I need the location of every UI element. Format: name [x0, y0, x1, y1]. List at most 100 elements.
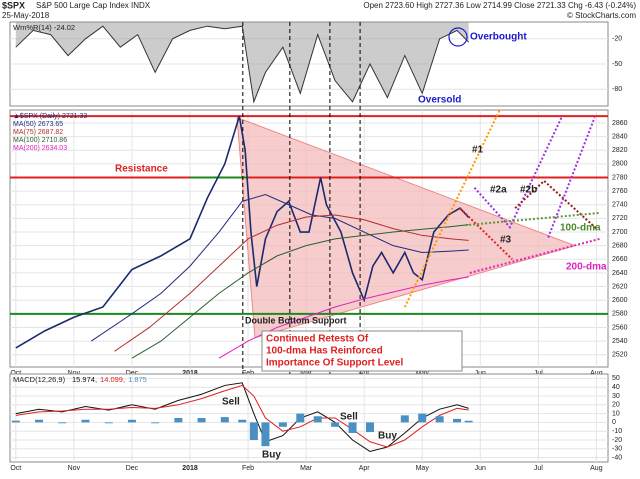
y-tick-label: 2640 — [612, 270, 628, 277]
y-tick-label: 2540 — [612, 338, 628, 345]
x-tick-label: May — [416, 465, 430, 472]
legend-entry: 1.875 — [128, 375, 147, 384]
y-tick-label: 2680 — [612, 243, 628, 250]
legend-entry: MA(200) 2634.03 — [13, 145, 67, 152]
scenario-label: #1 — [472, 145, 484, 156]
y-tick-label: -10 — [612, 428, 622, 435]
histogram-bar — [261, 422, 270, 447]
y-tick-label: 50 — [612, 375, 620, 382]
histogram-bar — [418, 413, 427, 423]
panel-title: MACD(12,26,9) — [13, 375, 66, 384]
panel-title: Wm%R(14) -24.02 — [13, 23, 75, 32]
x-tick-label: Jun — [475, 465, 486, 472]
projection — [465, 211, 600, 227]
y-tick-label: 20 — [612, 402, 620, 409]
histogram-bar — [296, 413, 305, 423]
histogram-bar — [331, 422, 340, 427]
x-tick-label: Nov — [68, 465, 81, 472]
histogram-bar — [11, 420, 20, 423]
histogram-bar — [348, 422, 357, 433]
y-tick-label: 2800 — [612, 161, 628, 168]
x-tick-label: Aug — [590, 370, 603, 377]
projection — [459, 207, 513, 261]
index-name: S&P 500 Large Cap Index INDX — [36, 1, 151, 10]
scenario-label: #3 — [500, 235, 512, 246]
y-tick-label: 2740 — [612, 202, 628, 209]
histogram-bar — [453, 418, 462, 423]
histogram-bar — [278, 422, 287, 427]
histogram-bar — [249, 422, 258, 440]
histogram-bar — [104, 422, 113, 424]
callout-box — [261, 330, 463, 372]
projection — [547, 117, 596, 238]
callout-line: 100-dma Has Reinforced — [266, 346, 383, 357]
signal-label: Buy — [262, 450, 281, 461]
y-tick-label: 2520 — [612, 352, 628, 359]
x-tick-label: Mar — [300, 465, 313, 472]
y-tick-label: 2560 — [612, 324, 628, 331]
x-tick-label: 2018 — [182, 370, 198, 377]
dma-label: 100-dma — [560, 223, 601, 234]
y-tick-label: -50 — [612, 61, 622, 68]
oversold: Oversold — [418, 95, 461, 106]
projection — [469, 237, 601, 274]
scenario-label: #2a — [490, 185, 507, 196]
y-tick-label: -20 — [612, 36, 622, 43]
series-line — [131, 224, 469, 359]
histogram-bar — [197, 418, 206, 423]
histogram-bar — [35, 419, 44, 423]
series-line — [91, 193, 469, 342]
legend-entry: MA(50) 2673.65 — [13, 121, 63, 128]
y-tick-label: 2820 — [612, 147, 628, 154]
x-tick-label: Jun — [475, 370, 486, 377]
legend-entry: 15.974, — [72, 375, 97, 384]
plot: -20 -50 -80 Wm%R(14) -24.02 2520 2540 2560 2580… — [9, 21, 628, 472]
panel-frame — [9, 373, 609, 463]
histogram-bar — [464, 420, 473, 423]
histogram-bar — [435, 416, 444, 423]
y-tick-label: 2660 — [612, 256, 628, 263]
projection — [403, 108, 501, 308]
histogram-bar — [58, 422, 67, 424]
date: 25-May-2018 — [2, 11, 50, 20]
triangle — [236, 116, 577, 339]
callout-line: Importance Of Support Level — [266, 358, 403, 369]
projection — [514, 179, 598, 230]
x-tick-label: Dec — [126, 370, 139, 377]
histogram-bar — [238, 419, 247, 423]
x-tick-label: Jul — [534, 465, 543, 472]
histogram-bar — [400, 415, 409, 423]
x-tick-label: Nov — [68, 370, 81, 377]
x-tick-label: Feb — [242, 370, 254, 377]
series-line — [15, 384, 469, 448]
credit: © StockCharts.com — [567, 11, 636, 20]
histogram-bar — [365, 422, 374, 433]
y-tick-label: 2760 — [612, 188, 628, 195]
scenario-label: #2b — [520, 185, 537, 196]
histogram-bar — [220, 417, 229, 423]
histogram-bar — [151, 422, 160, 424]
resistance: Resistance — [115, 164, 168, 175]
x-tick-label: 2018 — [182, 465, 198, 472]
x-tick-label: Oct — [10, 465, 21, 472]
legend-entry: ▲$SPX (Daily) 2721.33 — [13, 113, 87, 120]
x-tick-label: Mar — [300, 370, 313, 377]
x-tick-label: Feb — [242, 465, 254, 472]
area — [15, 22, 469, 102]
x-tick-label: Oct — [10, 370, 21, 377]
y-tick-label: 0 — [612, 419, 616, 426]
histogram-bar — [174, 418, 183, 423]
y-tick-label: -40 — [612, 454, 622, 461]
symbol: $SPX — [2, 0, 25, 10]
signal-label: Buy — [378, 431, 397, 442]
x-tick-label: Apr — [359, 465, 371, 472]
annotations: Overbought Oversold Resistance Double Bo… — [115, 27, 607, 461]
legend-entry: MA(75) 2687.82 — [13, 129, 63, 136]
signal-label: Sell — [222, 397, 240, 408]
quote: Open 2723.60 High 2727.36 Low 2714.99 Cl… — [363, 1, 636, 10]
legend-entry: MA(100) 2710.86 — [13, 137, 67, 144]
x-tick-label: Dec — [126, 465, 139, 472]
y-tick-label: 10 — [612, 410, 620, 417]
y-tick-label: 2700 — [612, 229, 628, 236]
